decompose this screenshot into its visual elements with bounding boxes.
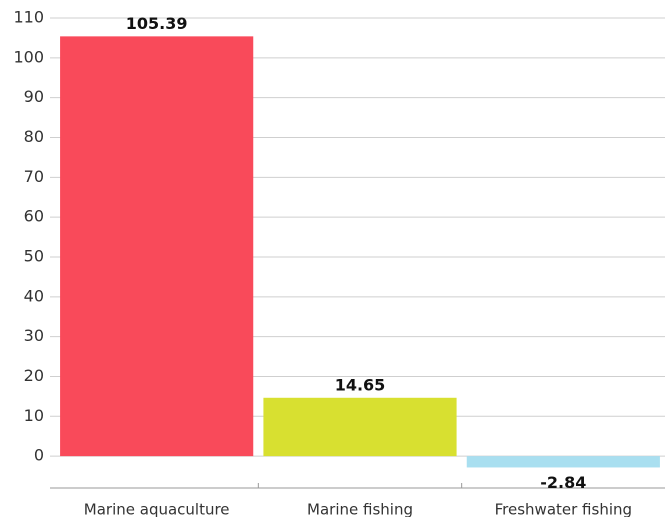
y-tick-label: 110 [13, 8, 44, 27]
y-tick-label: 0 [34, 446, 44, 465]
bar [263, 397, 457, 457]
y-tick-label: 20 [24, 366, 44, 385]
value-label: 105.39 [126, 14, 188, 33]
x-tick-label: Marine fishing [307, 501, 413, 517]
x-tick-label: Freshwater fishing [495, 501, 632, 517]
y-tick-label: 50 [24, 246, 44, 265]
x-tick-label: Marine aquaculture [84, 501, 230, 517]
y-tick-label: 90 [24, 87, 44, 106]
bar [60, 36, 254, 457]
value-label: -2.84 [540, 473, 586, 492]
y-tick-label: 80 [24, 127, 44, 146]
y-tick-label: 70 [24, 167, 44, 186]
bar [466, 456, 660, 468]
value-label: 14.65 [335, 375, 386, 394]
y-tick-label: 10 [24, 406, 44, 425]
y-tick-label: 40 [24, 286, 44, 305]
y-tick-label: 100 [13, 47, 44, 66]
y-tick-label: 30 [24, 326, 44, 345]
y-tick-label: 60 [24, 207, 44, 226]
